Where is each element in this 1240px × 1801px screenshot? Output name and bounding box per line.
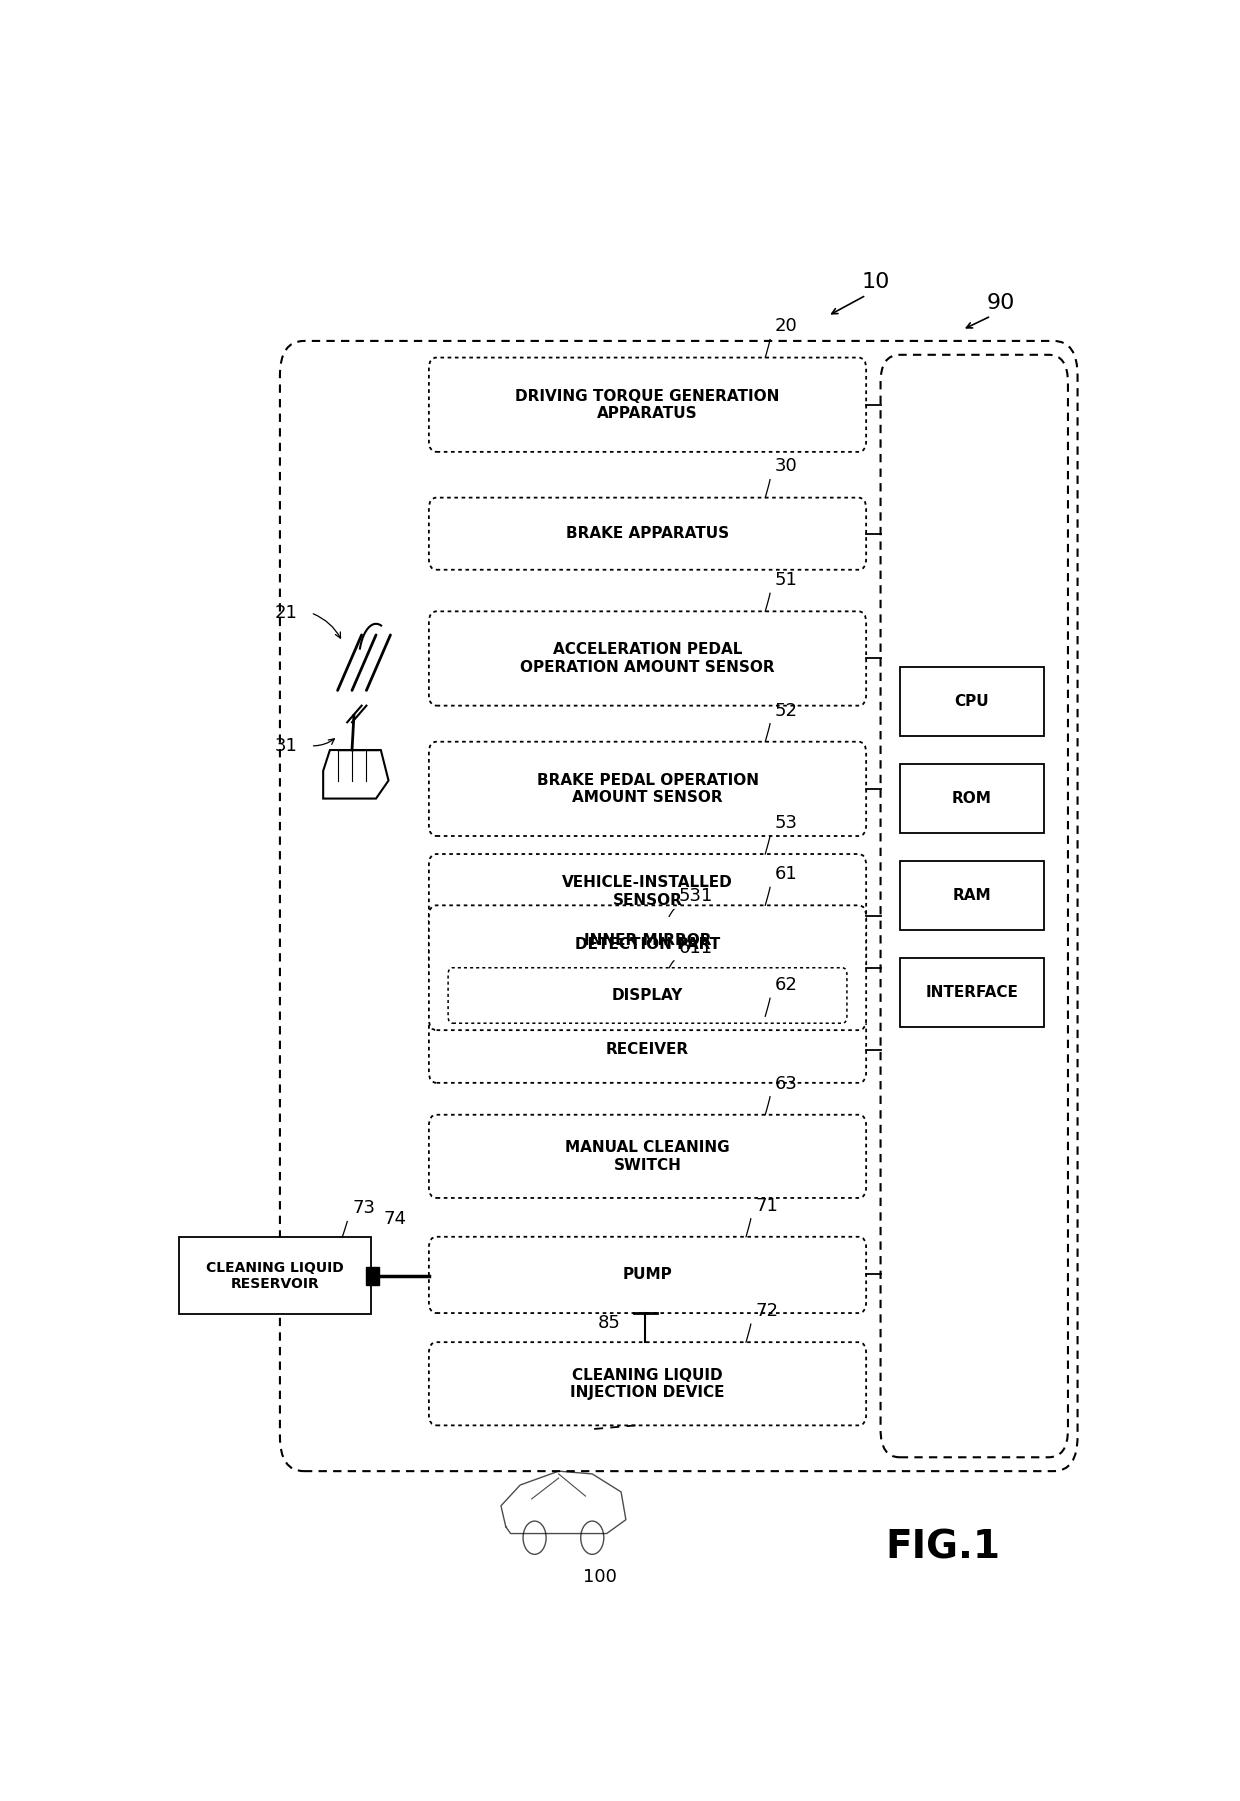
FancyBboxPatch shape (429, 1016, 866, 1082)
Bar (900, 958, 1044, 1027)
Text: BRAKE PEDAL OPERATION
AMOUNT SENSOR: BRAKE PEDAL OPERATION AMOUNT SENSOR (537, 773, 759, 805)
Text: 30: 30 (775, 457, 797, 475)
FancyBboxPatch shape (429, 854, 866, 980)
Text: CPU: CPU (955, 693, 990, 710)
FancyBboxPatch shape (429, 1342, 866, 1425)
Text: BRAKE APPARATUS: BRAKE APPARATUS (565, 526, 729, 540)
Text: INTERFACE: INTERFACE (925, 985, 1018, 1000)
Text: FIG.1: FIG.1 (885, 1529, 1001, 1567)
Text: RAM: RAM (952, 888, 991, 902)
Bar (900, 861, 1044, 931)
Text: 71: 71 (755, 1196, 779, 1214)
Text: 10: 10 (862, 272, 890, 292)
Text: MANUAL CLEANING
SWITCH: MANUAL CLEANING SWITCH (565, 1140, 730, 1172)
Text: DETECTION PART: DETECTION PART (575, 937, 720, 951)
Text: 100: 100 (583, 1569, 616, 1587)
FancyBboxPatch shape (448, 967, 847, 1023)
Text: 51: 51 (775, 571, 797, 589)
Bar (900, 666, 1044, 737)
Text: PUMP: PUMP (622, 1268, 672, 1282)
Text: 85: 85 (598, 1315, 621, 1333)
Text: 611: 611 (678, 938, 713, 956)
Text: 20: 20 (775, 317, 797, 335)
FancyBboxPatch shape (429, 906, 866, 1030)
FancyBboxPatch shape (429, 497, 866, 569)
Bar (179, 1237, 371, 1315)
FancyBboxPatch shape (429, 611, 866, 706)
Text: 72: 72 (755, 1302, 779, 1320)
FancyBboxPatch shape (429, 358, 866, 452)
Text: 31: 31 (274, 737, 298, 755)
FancyBboxPatch shape (429, 1115, 866, 1198)
Text: 53: 53 (775, 814, 797, 832)
Text: ROM: ROM (952, 791, 992, 807)
Text: DISPLAY: DISPLAY (611, 989, 683, 1003)
Text: ACCELERATION PEDAL
OPERATION AMOUNT SENSOR: ACCELERATION PEDAL OPERATION AMOUNT SENS… (521, 643, 775, 675)
Text: 52: 52 (775, 702, 797, 720)
Text: RECEIVER: RECEIVER (606, 1043, 689, 1057)
FancyBboxPatch shape (429, 1237, 866, 1313)
Text: 63: 63 (775, 1075, 797, 1093)
Polygon shape (324, 749, 388, 798)
FancyBboxPatch shape (448, 917, 847, 973)
Text: VEHICLE-INSTALLED
SENSOR: VEHICLE-INSTALLED SENSOR (562, 875, 733, 908)
Text: 90: 90 (986, 294, 1014, 313)
Text: 61: 61 (775, 864, 797, 882)
Text: CLEANING LIQUID
RESERVOIR: CLEANING LIQUID RESERVOIR (206, 1261, 343, 1291)
Bar (900, 764, 1044, 834)
Bar (366, 1266, 378, 1284)
Text: INNER MIRROR: INNER MIRROR (584, 933, 712, 947)
Text: CLEANING LIQUID
INJECTION DEVICE: CLEANING LIQUID INJECTION DEVICE (570, 1367, 724, 1399)
Text: 21: 21 (274, 603, 298, 621)
Text: 62: 62 (775, 976, 797, 994)
Text: 531: 531 (678, 888, 713, 906)
Text: 73: 73 (352, 1199, 374, 1217)
Text: 74: 74 (383, 1210, 407, 1228)
FancyBboxPatch shape (429, 742, 866, 836)
Text: DRIVING TORQUE GENERATION
APPARATUS: DRIVING TORQUE GENERATION APPARATUS (516, 389, 780, 421)
